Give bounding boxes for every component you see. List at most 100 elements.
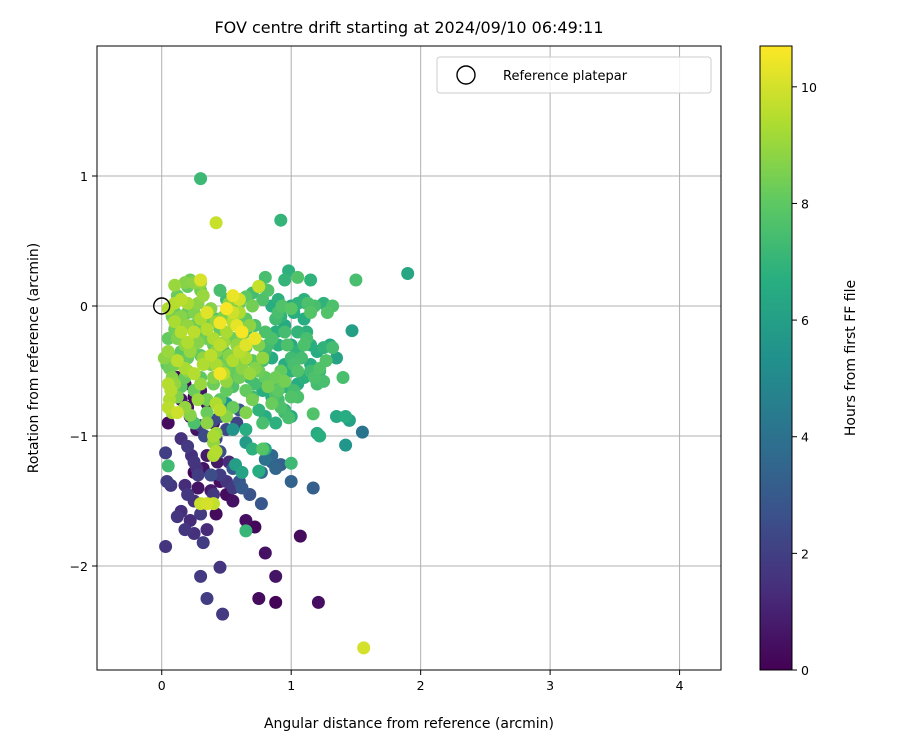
scatter-point: [196, 536, 210, 550]
scatter-point: [174, 325, 188, 339]
legend-open-circle-marker: [456, 65, 476, 85]
scatter-point: [284, 302, 298, 316]
scatter-point: [213, 316, 227, 330]
scatter-point: [280, 338, 294, 352]
y-axis-label: Rotation from reference (arcmin): [26, 243, 42, 473]
scatter-point: [226, 423, 240, 436]
scatter-point: [209, 216, 223, 230]
scatter-point: [168, 278, 182, 292]
scatter-point: [278, 325, 292, 339]
scatter-point: [191, 393, 205, 407]
scatter-point: [161, 345, 175, 358]
scatter-point: [226, 494, 240, 508]
scatter-point: [159, 540, 173, 553]
scatter-point: [178, 276, 192, 290]
y-axis-ticks: 1 0 −1 −2: [70, 169, 97, 574]
scatter-point: [261, 380, 275, 394]
scatter-point: [235, 465, 249, 479]
x-tick-label: 1: [287, 678, 295, 693]
scatter-point: [181, 488, 195, 501]
scatter-point: [200, 406, 214, 420]
scatter-point: [235, 325, 249, 339]
scatter-point: [291, 270, 305, 284]
scatter-point: [178, 523, 192, 537]
scatter-point: [284, 475, 298, 488]
colorbar-tick-label: 10: [801, 80, 817, 95]
scatter-point: [311, 595, 325, 609]
colorbar-gradient: [759, 45, 793, 671]
scatter-point: [248, 332, 262, 345]
scatter-point: [313, 429, 327, 443]
scatter-point: [196, 358, 210, 371]
scatter-point: [330, 351, 343, 365]
scatter-point: [200, 306, 214, 319]
scatter-point: [216, 607, 230, 621]
scatter-point: [213, 403, 227, 417]
scatter-point: [278, 273, 292, 287]
scatter-point: [245, 442, 259, 456]
scatter-point: [194, 377, 208, 391]
scatter-point: [187, 455, 201, 469]
scatter-point: [282, 411, 296, 425]
y-tick-label: −1: [70, 429, 88, 444]
scatter-point: [220, 325, 233, 339]
scatter-point: [181, 335, 195, 349]
scatter-point: [306, 407, 320, 421]
scatter-point: [239, 338, 253, 352]
scatter-point: [213, 367, 227, 381]
y-tick-label: 1: [80, 169, 88, 184]
colorbar-tick-label: 2: [801, 546, 809, 561]
scatter-point: [168, 315, 182, 329]
legend-label: Reference platepar: [503, 69, 628, 84]
scatter-point: [200, 523, 214, 537]
x-tick-label: 4: [676, 678, 684, 693]
scatter-point: [170, 406, 184, 420]
scatter-point: [239, 406, 253, 420]
scatter-point: [170, 354, 184, 368]
colorbar-label: Hours from first FF file: [843, 280, 859, 436]
scatter-point: [339, 410, 353, 423]
scatter-point: [187, 367, 201, 381]
scatter-point: [235, 481, 249, 495]
chart-title: FOV centre drift starting at 2024/09/10 …: [214, 18, 603, 37]
colorbar: 0 2 4 6 8 10 Hours from first FF file: [759, 45, 859, 678]
scatter-point: [252, 403, 266, 417]
scatter-point: [252, 464, 266, 478]
scatter-point: [159, 446, 173, 460]
scatter-point: [355, 425, 369, 439]
scatter-point: [297, 338, 311, 352]
scatter-point: [304, 306, 318, 319]
plot-frame: [96, 45, 722, 671]
scatter-point: [239, 384, 253, 397]
scatter-point: [200, 416, 214, 430]
scatter-point: [174, 293, 188, 306]
scatter-point: [220, 302, 233, 316]
scatter-point: [200, 497, 214, 511]
scatter-point: [213, 468, 227, 482]
scatter-point: [209, 445, 223, 459]
scatter-point: [213, 283, 227, 297]
x-tick-label: 0: [158, 678, 166, 693]
scatter-point: [319, 354, 333, 368]
x-axis-ticks: 0 1 2 3 4: [158, 670, 684, 693]
scatter-point: [213, 338, 227, 352]
scatter-point: [291, 364, 305, 378]
scatter-point: [161, 332, 175, 345]
scatter-point: [160, 475, 174, 488]
scatter-point: [339, 438, 353, 452]
scatter-point: [200, 592, 214, 605]
x-tick-label: 3: [546, 678, 554, 693]
legend-box: [436, 56, 712, 94]
scatter-point: [226, 354, 240, 368]
scatter-point: [306, 481, 320, 495]
scatter-point: [336, 371, 350, 384]
scatter-point: [345, 324, 359, 338]
scatter-point: [243, 367, 257, 381]
scatter-point: [291, 325, 305, 339]
scatter-point: [191, 335, 205, 349]
y-tick-label: −2: [70, 559, 88, 574]
scatter-point: [226, 289, 240, 303]
scatter-point: [274, 213, 288, 227]
scatter-point: [320, 306, 334, 319]
scatter-point: [191, 481, 205, 495]
